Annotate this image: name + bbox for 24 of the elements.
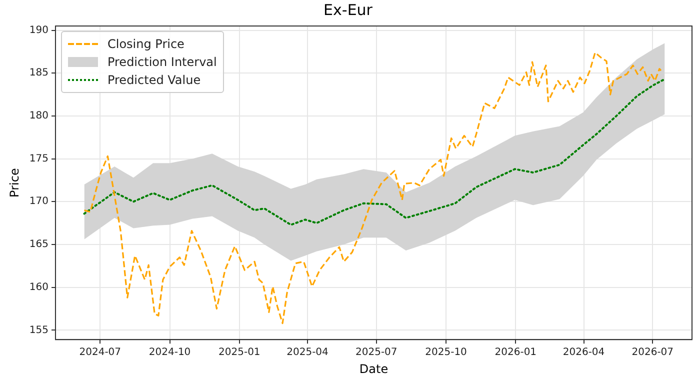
y-tick-label: 175 (29, 153, 48, 164)
y-tick-label: 185 (29, 68, 48, 79)
x-tick-label: 2024-10 (148, 347, 191, 358)
x-tick-label: 2024-07 (79, 347, 122, 358)
y-tick-label: 180 (29, 110, 48, 122)
x-tick-label: 2026-01 (494, 347, 537, 358)
y-tick-label: 160 (29, 282, 48, 293)
x-tick-label: 2025-10 (425, 347, 467, 358)
x-tick-label: 2025-01 (218, 347, 260, 358)
legend-label: Predicted Value (107, 73, 201, 87)
chart-title: Ex-Eur (324, 0, 374, 19)
y-axis-title: Price (7, 168, 22, 198)
y-tick-label: 170 (29, 196, 48, 208)
x-tick-label: 2025-04 (286, 347, 328, 358)
y-tick-label: 190 (29, 24, 48, 36)
y-tick-label: 165 (29, 239, 48, 250)
legend-label: Closing Price (107, 37, 184, 51)
x-tick-label: 2026-04 (562, 347, 605, 358)
x-tick-label: 2026-07 (632, 347, 674, 358)
annotation: Prediction Interval (107, 55, 217, 69)
y-tick-label: 155 (29, 324, 48, 336)
line-series (83, 52, 662, 324)
x-axis-title: Date (359, 362, 388, 376)
x-tick-label: 2025-07 (355, 347, 398, 358)
